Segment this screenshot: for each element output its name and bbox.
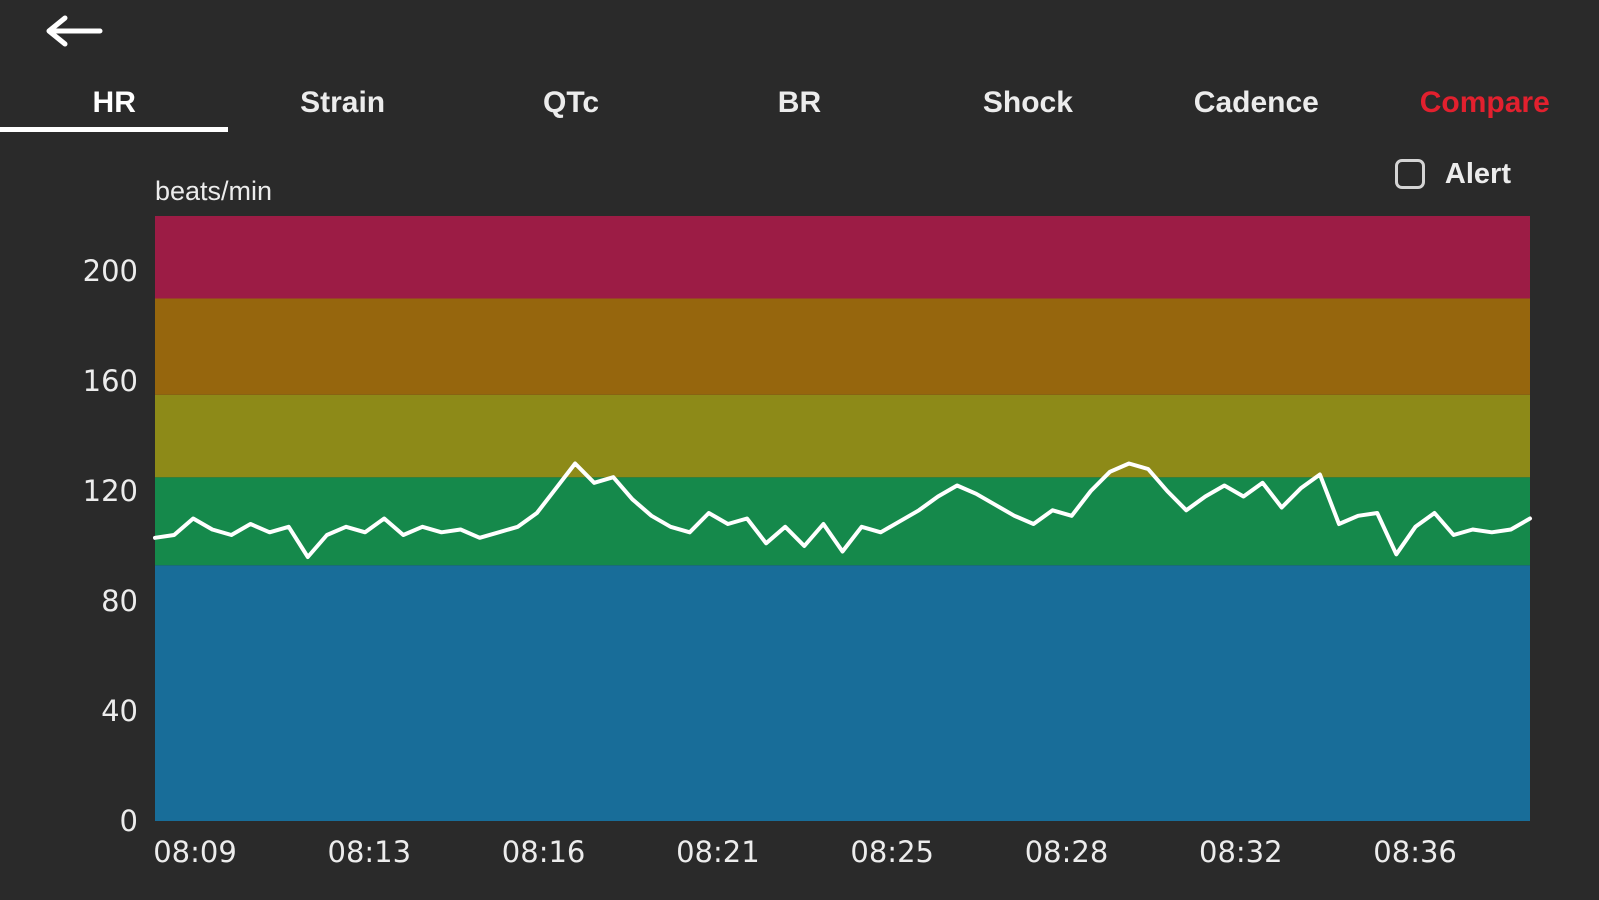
zone-band-yellow — [155, 394, 1530, 478]
x-tick-label: 08:09 — [153, 835, 237, 869]
y-tick-label: 160 — [83, 364, 138, 398]
tab-br[interactable]: BR — [685, 78, 913, 132]
x-tick-label: 08:25 — [850, 835, 934, 869]
hr-chart: 0 40 80 120 160 200 08:09 08:13 08:16 08:21 08:25 0… — [0, 210, 1599, 870]
x-tick-label: 08:36 — [1373, 835, 1457, 869]
y-tick-label: 200 — [83, 254, 138, 288]
alert-toggle[interactable]: Alert — [1394, 156, 1511, 192]
back-button[interactable] — [40, 12, 106, 52]
tab-qtc[interactable]: QTc — [457, 78, 685, 132]
y-tick-label: 0 — [120, 804, 138, 838]
tab-hr[interactable]: HR — [0, 78, 229, 132]
y-tick-label: 120 — [83, 474, 138, 508]
back-arrow-icon — [42, 15, 104, 51]
y-tick-label: 80 — [101, 584, 138, 618]
hr-line — [153, 461, 1532, 559]
tab-strain[interactable]: Strain — [228, 78, 456, 132]
x-tick-label: 08:16 — [502, 835, 586, 869]
zone-band-red — [155, 216, 1530, 299]
zone-band-orange — [155, 298, 1530, 395]
tab-cadence[interactable]: Cadence — [1142, 78, 1370, 132]
hr-chart-svg: 0 40 80 120 160 200 08:09 08:13 08:16 08:21 08:25 0… — [83, 216, 1532, 869]
tab-compare[interactable]: Compare — [1371, 78, 1599, 132]
y-tick-label: 40 — [101, 694, 138, 728]
tab-bar: HR Strain QTc BR Shock Cadence Compare — [0, 78, 1599, 132]
x-tick-label: 08:13 — [328, 835, 412, 869]
zone-band-blue — [155, 565, 1530, 821]
x-tick-label: 08:21 — [676, 835, 760, 869]
alert-label: Alert — [1444, 157, 1511, 190]
x-tick-label: 08:28 — [1025, 835, 1109, 869]
tab-shock[interactable]: Shock — [914, 78, 1142, 132]
y-axis-title: beats/min — [155, 176, 273, 206]
alert-checkbox[interactable] — [1394, 159, 1425, 189]
x-tick-label: 08:32 — [1199, 835, 1283, 869]
